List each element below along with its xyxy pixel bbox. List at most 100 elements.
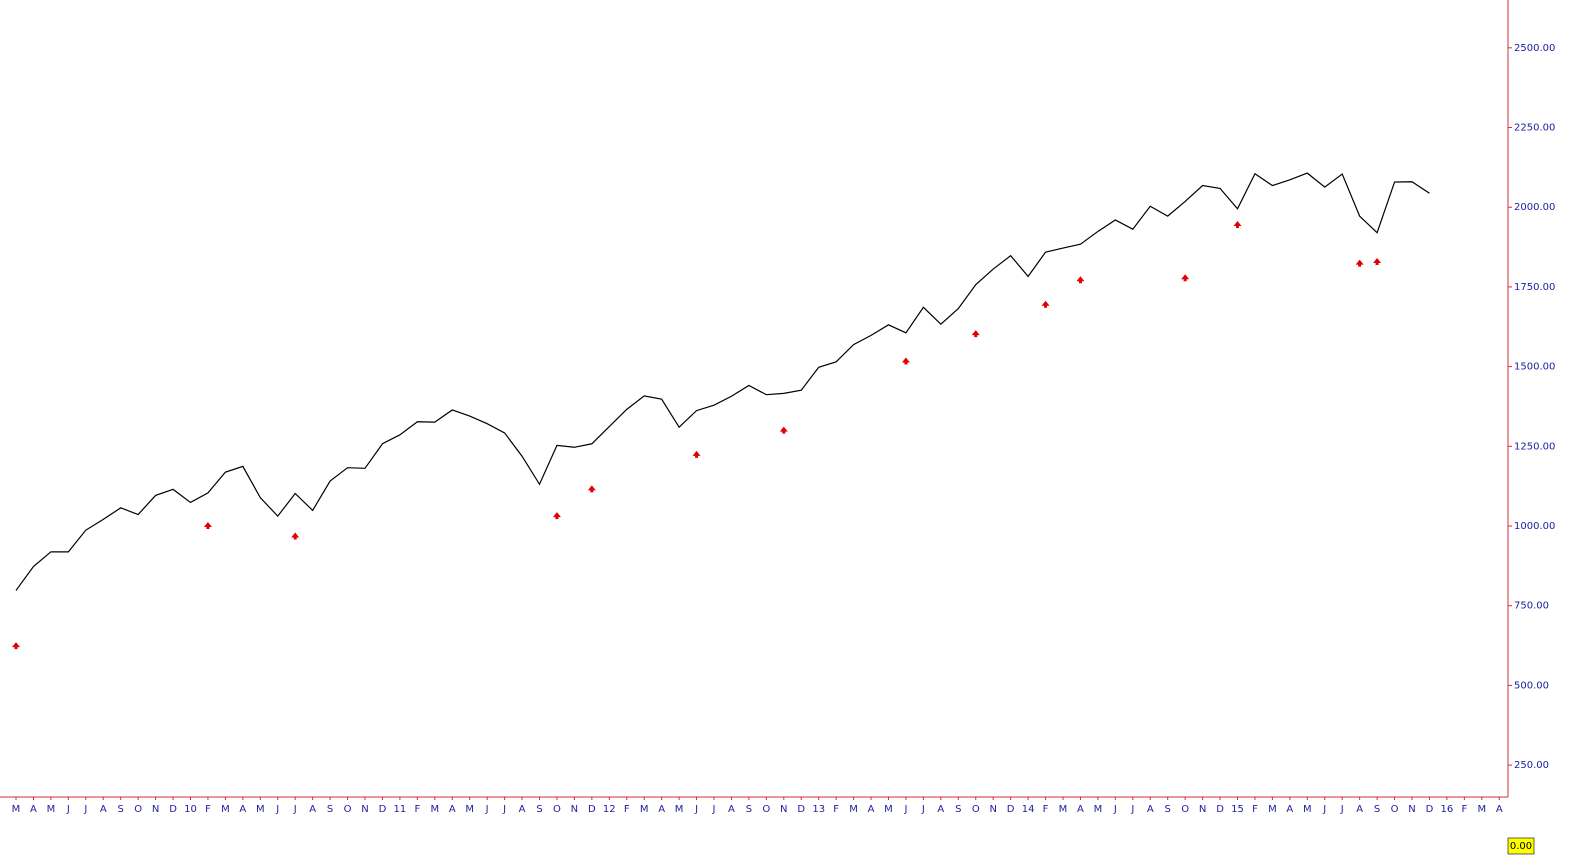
x-tick-label: M [256,804,265,815]
x-tick-label: A [1496,804,1503,815]
x-tick-label: M [221,804,230,815]
x-tick-label: N [1408,804,1415,815]
x-tick-label: O [1181,804,1189,815]
low-marker [1233,221,1242,229]
x-tick-label: A [868,804,875,815]
x-tick-label: M [1059,804,1068,815]
y-tick-label: 250.00 [1514,760,1549,771]
x-tick-label: J [694,804,698,815]
x-tick-label: O [1391,804,1399,815]
x-tick-label: M [1094,804,1103,815]
low-marker [779,426,788,434]
x-tick-label: M [1477,804,1486,815]
x-tick-label: M [12,804,21,815]
y-tick-label: 1750.00 [1514,282,1555,293]
x-tick-label: S [1374,804,1380,815]
y-tick-label: 1250.00 [1514,441,1555,452]
low-marker [1373,258,1382,266]
low-marker [1181,274,1190,282]
x-tick-label: M [1268,804,1277,815]
x-tick-label: M [465,804,474,815]
low-marker [291,532,300,540]
x-tick-label: 12 [603,804,616,815]
x-tick-label: D [1426,804,1434,815]
x-tick-label: J [502,804,506,815]
x-tick-label: M [1303,804,1312,815]
x-tick-label: J [275,804,279,815]
x-tick-label: 11 [394,804,407,815]
x-tick-label: M [849,804,858,815]
x-tick-label: D [379,804,387,815]
x-tick-label: D [588,804,596,815]
x-tick-label: J [921,804,925,815]
x-tick-label: F [624,804,630,815]
x-tick-label: J [903,804,907,815]
x-tick-label: N [1199,804,1206,815]
x-tick-label: A [937,804,944,815]
x-tick-label: N [361,804,368,815]
x-tick-label: J [66,804,70,815]
x-tick-label: J [1113,804,1117,815]
readout-box [1507,837,1535,855]
x-tick-label: S [118,804,124,815]
x-tick-label: A [239,804,246,815]
x-tick-label: O [972,804,980,815]
x-tick-label: 16 [1441,804,1454,815]
x-tick-label: 14 [1022,804,1035,815]
x-tick-label: O [344,804,352,815]
x-tick-label: A [1356,804,1363,815]
x-tick-label: N [571,804,578,815]
low-marker [552,512,561,520]
x-tick-label: N [989,804,996,815]
low-marker [901,357,910,365]
x-tick-label: M [640,804,649,815]
x-tick-label: D [1216,804,1224,815]
low-marker [1355,259,1364,267]
readout: 0.00 [1510,841,1532,852]
low-marker [971,330,980,338]
x-tick-label: F [205,804,211,815]
x-tick-label: D [797,804,805,815]
y-tick-label: 1500.00 [1514,362,1555,373]
x-tick-label: M [675,804,684,815]
x-tick-label: J [1340,804,1344,815]
x-tick-label: F [414,804,420,815]
x-tick-label: N [780,804,787,815]
x-tick-label: A [309,804,316,815]
x-tick-label: S [536,804,542,815]
x-tick-label: S [955,804,961,815]
x-tick-label: J [1130,804,1134,815]
x-tick-label: J [712,804,716,815]
x-tick-label: A [100,804,107,815]
x-tick-label: J [293,804,297,815]
x-tick-label: 13 [812,804,825,815]
x-tick-label: 15 [1231,804,1244,815]
x-tick-label: A [30,804,37,815]
low-marker [1041,300,1050,308]
x-tick-label: F [1043,804,1049,815]
y-tick-label: 2250.00 [1514,123,1555,134]
x-tick-label: A [1077,804,1084,815]
x-tick-label: J [83,804,87,815]
low-marker [12,642,20,650]
x-tick-label: A [1286,804,1293,815]
x-tick-label: A [728,804,735,815]
y-tick-label: 750.00 [1514,601,1549,612]
x-tick-label: N [152,804,159,815]
y-tick-label: 2000.00 [1514,202,1555,213]
x-tick-label: J [1322,804,1326,815]
x-tick-label: M [430,804,439,815]
low-marker [1076,276,1085,284]
x-tick-label: F [1461,804,1467,815]
x-tick-label: M [47,804,56,815]
x-tick-label: S [327,804,333,815]
x-tick-label: D [169,804,177,815]
y-tick-label: 500.00 [1514,680,1549,691]
low-marker [587,485,596,493]
x-tick-label: A [1147,804,1154,815]
x-tick-label: A [658,804,665,815]
x-tick-label: M [884,804,893,815]
x-tick-label: A [519,804,526,815]
y-tick-label: 1000.00 [1514,521,1555,532]
